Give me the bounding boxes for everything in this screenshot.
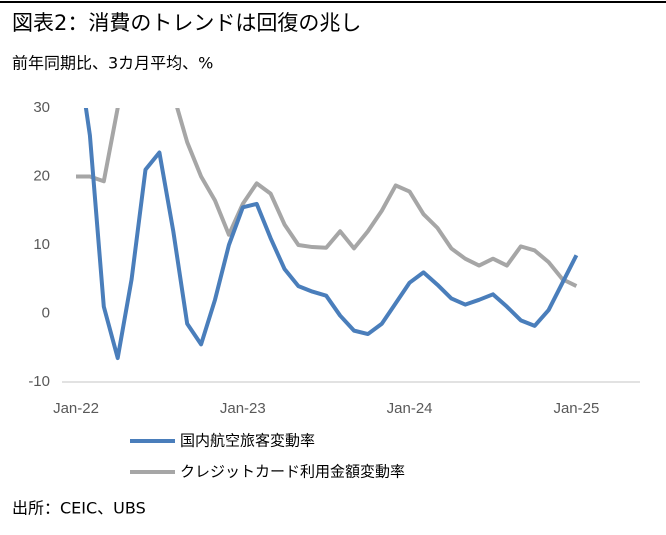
x-tick-label: Jan-24 — [387, 400, 433, 417]
x-tick-label: Jan-23 — [220, 400, 266, 417]
chart-subtitle: 前年同期比、3カ月平均、% — [12, 54, 213, 73]
y-tick-label: 30 — [33, 99, 50, 116]
source: 出所：CEIC、UBS — [12, 499, 146, 518]
y-tick-label: 0 — [42, 304, 50, 321]
series-line — [76, 108, 578, 288]
y-tick-label: 20 — [33, 167, 50, 184]
y-tick-label: -10 — [28, 373, 50, 390]
plot-area — [76, 108, 579, 361]
chart-title: 図表2：消費のトレンドは回復の兆し — [12, 11, 361, 35]
x-tick-label: Jan-22 — [53, 400, 99, 417]
y-tick-label: 10 — [33, 236, 50, 253]
x-tick-label: Jan-25 — [553, 400, 599, 417]
legend-label: クレジットカード利用金額変動率 — [180, 463, 405, 481]
legend-label: 国内航空旅客変動率 — [180, 432, 315, 450]
series-line — [83, 108, 579, 361]
